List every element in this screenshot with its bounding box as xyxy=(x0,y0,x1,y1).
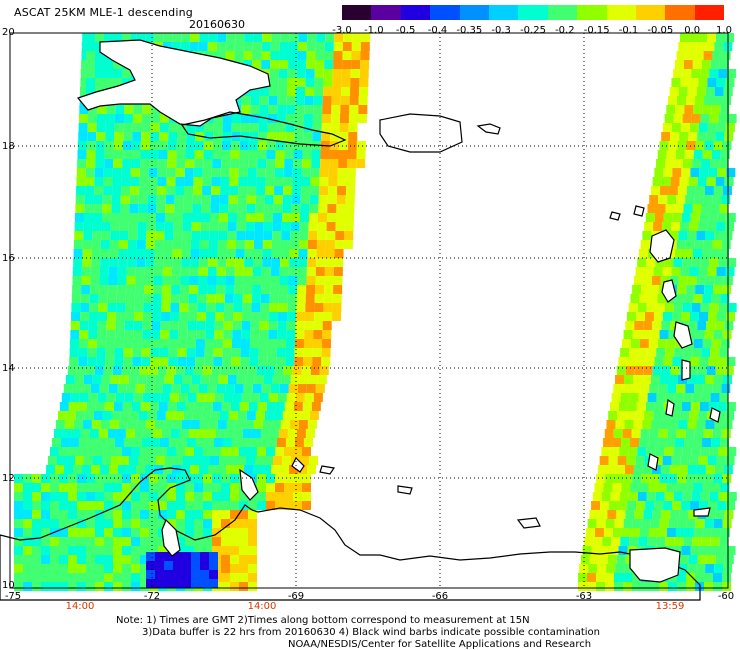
coast-virgin-islands xyxy=(476,123,501,135)
coast-tobago xyxy=(693,507,711,517)
colorbar-tick-label: -1.0 xyxy=(364,25,384,36)
graticule xyxy=(10,33,728,588)
lon-label-75: -75 xyxy=(4,591,22,602)
coast-dominican-republic xyxy=(181,111,347,147)
pass-time-label-west: 14:00 xyxy=(65,601,95,612)
note-line-3: NOAA/NESDIS/Center for Satellite Applica… xyxy=(288,639,592,650)
colorbar-tick-labels: -3.0 -1.0 -0.5 -0.4 -0.35 -0.3 -0.25 -0.2 -0.15-… xyxy=(320,25,740,39)
lon-label-69: -69 xyxy=(287,591,305,602)
colorbar-tick-label: 1.0 xyxy=(716,25,732,36)
coast-margarita xyxy=(516,517,541,529)
colorbar-segment xyxy=(694,5,725,20)
coast-st-vincent xyxy=(665,398,675,417)
figure-date: 20160630 xyxy=(189,18,245,31)
colorbar-segment xyxy=(430,5,460,20)
swath-data-layer xyxy=(14,33,737,591)
colorbar xyxy=(342,5,725,20)
coast-trinidad xyxy=(629,547,681,583)
lon-label-66: -66 xyxy=(431,591,449,602)
coast-grenada xyxy=(647,453,659,471)
lon-label-63: -63 xyxy=(575,591,593,602)
coast-hispaniola xyxy=(76,39,271,127)
coast-martinique xyxy=(673,321,693,349)
colorbar-tick-label: -0.4 xyxy=(427,25,448,36)
coast-aruba xyxy=(291,456,305,473)
coast-curacao xyxy=(319,465,336,475)
coast-lake-maracaibo xyxy=(161,518,181,557)
coast-st-lucia xyxy=(681,359,691,381)
colorbar-tick-label: 0.0 xyxy=(684,25,701,36)
lat-label-18: 18 xyxy=(2,141,15,152)
coast-antigua xyxy=(633,205,645,217)
colorbar-segment xyxy=(547,5,578,20)
colorbar-segment xyxy=(665,5,695,20)
lat-label-20: 20 xyxy=(2,27,15,38)
colorbar-segment xyxy=(635,5,666,20)
pass-time-label-central: 14:00 xyxy=(247,601,277,612)
colorbar-segment xyxy=(577,5,607,20)
coast-bonaire xyxy=(397,485,413,495)
colorbar-tick-label: -0.3 xyxy=(491,25,511,36)
note-line-2: 3)Data buffer is 22 hrs from 20160630 4)… xyxy=(142,627,600,638)
colorbar-tick-label: -0.5 xyxy=(395,25,416,36)
colorbar-tick-label: -3.0 xyxy=(332,25,352,36)
colorbar-tick-label: -0.1 xyxy=(618,25,639,36)
lat-label-10: 10 xyxy=(2,580,15,591)
colorbar-segment xyxy=(606,5,636,20)
colorbar-segment xyxy=(518,5,548,20)
colorbar-tick-label: -0.05 xyxy=(647,25,674,36)
colorbar-segment xyxy=(342,5,372,20)
lon-label-72: -72 xyxy=(143,591,161,602)
lon-label-60: -60 xyxy=(717,591,735,602)
map-frame xyxy=(9,32,729,589)
colorbar-segment xyxy=(371,5,401,20)
note-line-1: Note: 1) Times are GMT 2)Times along bot… xyxy=(116,615,530,626)
coast-puerto-rico xyxy=(379,113,463,153)
coast-south-america xyxy=(0,467,701,601)
pass-time-label-east: 13:59 xyxy=(655,601,685,612)
coast-paraguana xyxy=(239,468,259,501)
colorbar-segment xyxy=(488,5,519,20)
colorbar-segment xyxy=(400,5,431,20)
coast-guadeloupe xyxy=(649,229,675,263)
coast-dominica xyxy=(661,279,677,303)
figure-title: ASCAT 25KM MLE-1 descending xyxy=(14,6,193,19)
colorbar-tick-label: -0.15 xyxy=(583,25,610,36)
colorbar-tick-label: -0.35 xyxy=(456,25,483,36)
coast-barbuda xyxy=(609,211,621,221)
lat-label-16: 16 xyxy=(2,253,15,264)
colorbar-tick-label: -0.2 xyxy=(555,25,575,36)
lat-label-12: 12 xyxy=(2,473,15,484)
coast-barbados xyxy=(709,407,721,423)
colorbar-segment xyxy=(459,5,489,20)
coastline-layer xyxy=(0,39,721,601)
lat-label-14: 14 xyxy=(2,363,15,374)
colorbar-tick-label: -0.25 xyxy=(520,25,546,36)
